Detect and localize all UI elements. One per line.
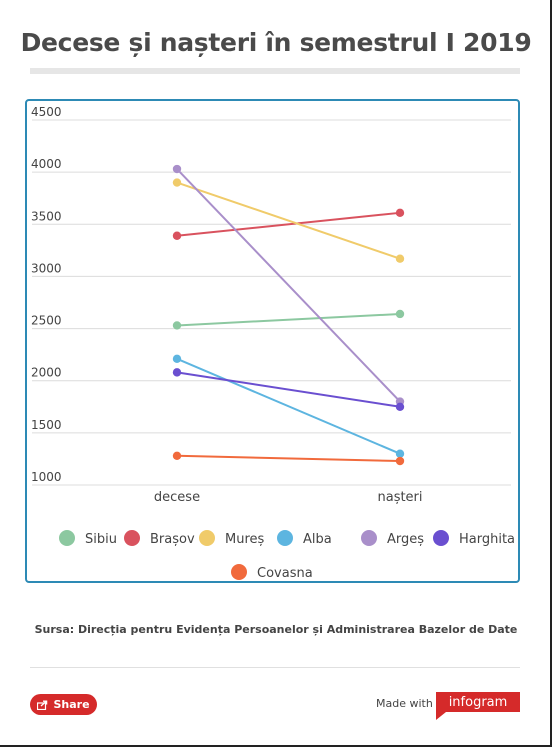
data-point xyxy=(172,321,182,330)
made-with-label: Made with xyxy=(376,697,433,710)
y-tick-label: 4000 xyxy=(31,157,62,171)
series-line xyxy=(176,211,401,237)
data-point xyxy=(395,254,405,263)
y-tick-label: 4500 xyxy=(31,105,62,119)
y-tick-label: 1500 xyxy=(31,418,62,432)
legend-label: Brașov xyxy=(150,532,195,547)
series-line xyxy=(176,168,401,403)
legend-label: Argeș xyxy=(387,532,424,547)
legend-label: Mureș xyxy=(225,532,265,547)
infogram-logo[interactable]: infogram xyxy=(436,692,520,712)
data-point xyxy=(395,456,405,466)
share-label: Share xyxy=(53,698,90,711)
data-point xyxy=(395,208,405,218)
series-line xyxy=(176,454,401,463)
legend-marker xyxy=(277,530,293,546)
legend-marker xyxy=(361,530,377,546)
legend-marker xyxy=(433,530,449,546)
data-point xyxy=(172,368,182,377)
y-tick-label: 1000 xyxy=(31,470,62,484)
data-point xyxy=(395,309,405,319)
legend-marker xyxy=(59,530,75,546)
legend-marker xyxy=(124,530,140,546)
data-point xyxy=(172,178,182,187)
y-tick-label: 3000 xyxy=(31,261,62,275)
source-note: Sursa: Direcția pentru Evidența Persoane… xyxy=(34,623,518,636)
data-point xyxy=(395,449,405,458)
y-tick-label: 3500 xyxy=(31,209,62,223)
y-tick-label: 2000 xyxy=(31,366,62,380)
x-tick-label: decese xyxy=(154,490,200,505)
data-point xyxy=(172,354,182,364)
series-line xyxy=(176,181,401,260)
series-line xyxy=(176,357,401,455)
legend-label: Sibiu xyxy=(85,532,117,547)
legend-label: Harghita xyxy=(459,532,515,547)
data-point xyxy=(172,164,182,174)
share-icon xyxy=(37,700,48,710)
data-point xyxy=(172,231,182,240)
data-point xyxy=(172,451,182,460)
legend-label: Alba xyxy=(303,532,332,547)
title-divider xyxy=(30,68,520,74)
series-line xyxy=(176,312,401,327)
line-chart: 1000 1500 2000 2500 3000 3500 4000 4500 decese na… xyxy=(31,105,515,581)
y-tick-label: 2500 xyxy=(31,314,62,328)
legend-marker xyxy=(199,530,215,546)
footer-divider xyxy=(30,667,520,668)
chart-title: Decese și nașteri în semestrul I 2019 xyxy=(20,28,532,57)
x-tick-label: nașteri xyxy=(377,490,422,505)
data-point xyxy=(395,402,405,411)
share-button[interactable]: Share xyxy=(30,694,97,715)
infogram-logo-tail xyxy=(436,712,446,720)
legend-label: Covasna xyxy=(257,566,313,581)
series-line xyxy=(176,371,401,408)
legend-marker xyxy=(231,564,247,580)
chart-container: 1000 1500 2000 2500 3000 3500 4000 4500 decese na… xyxy=(25,99,520,583)
